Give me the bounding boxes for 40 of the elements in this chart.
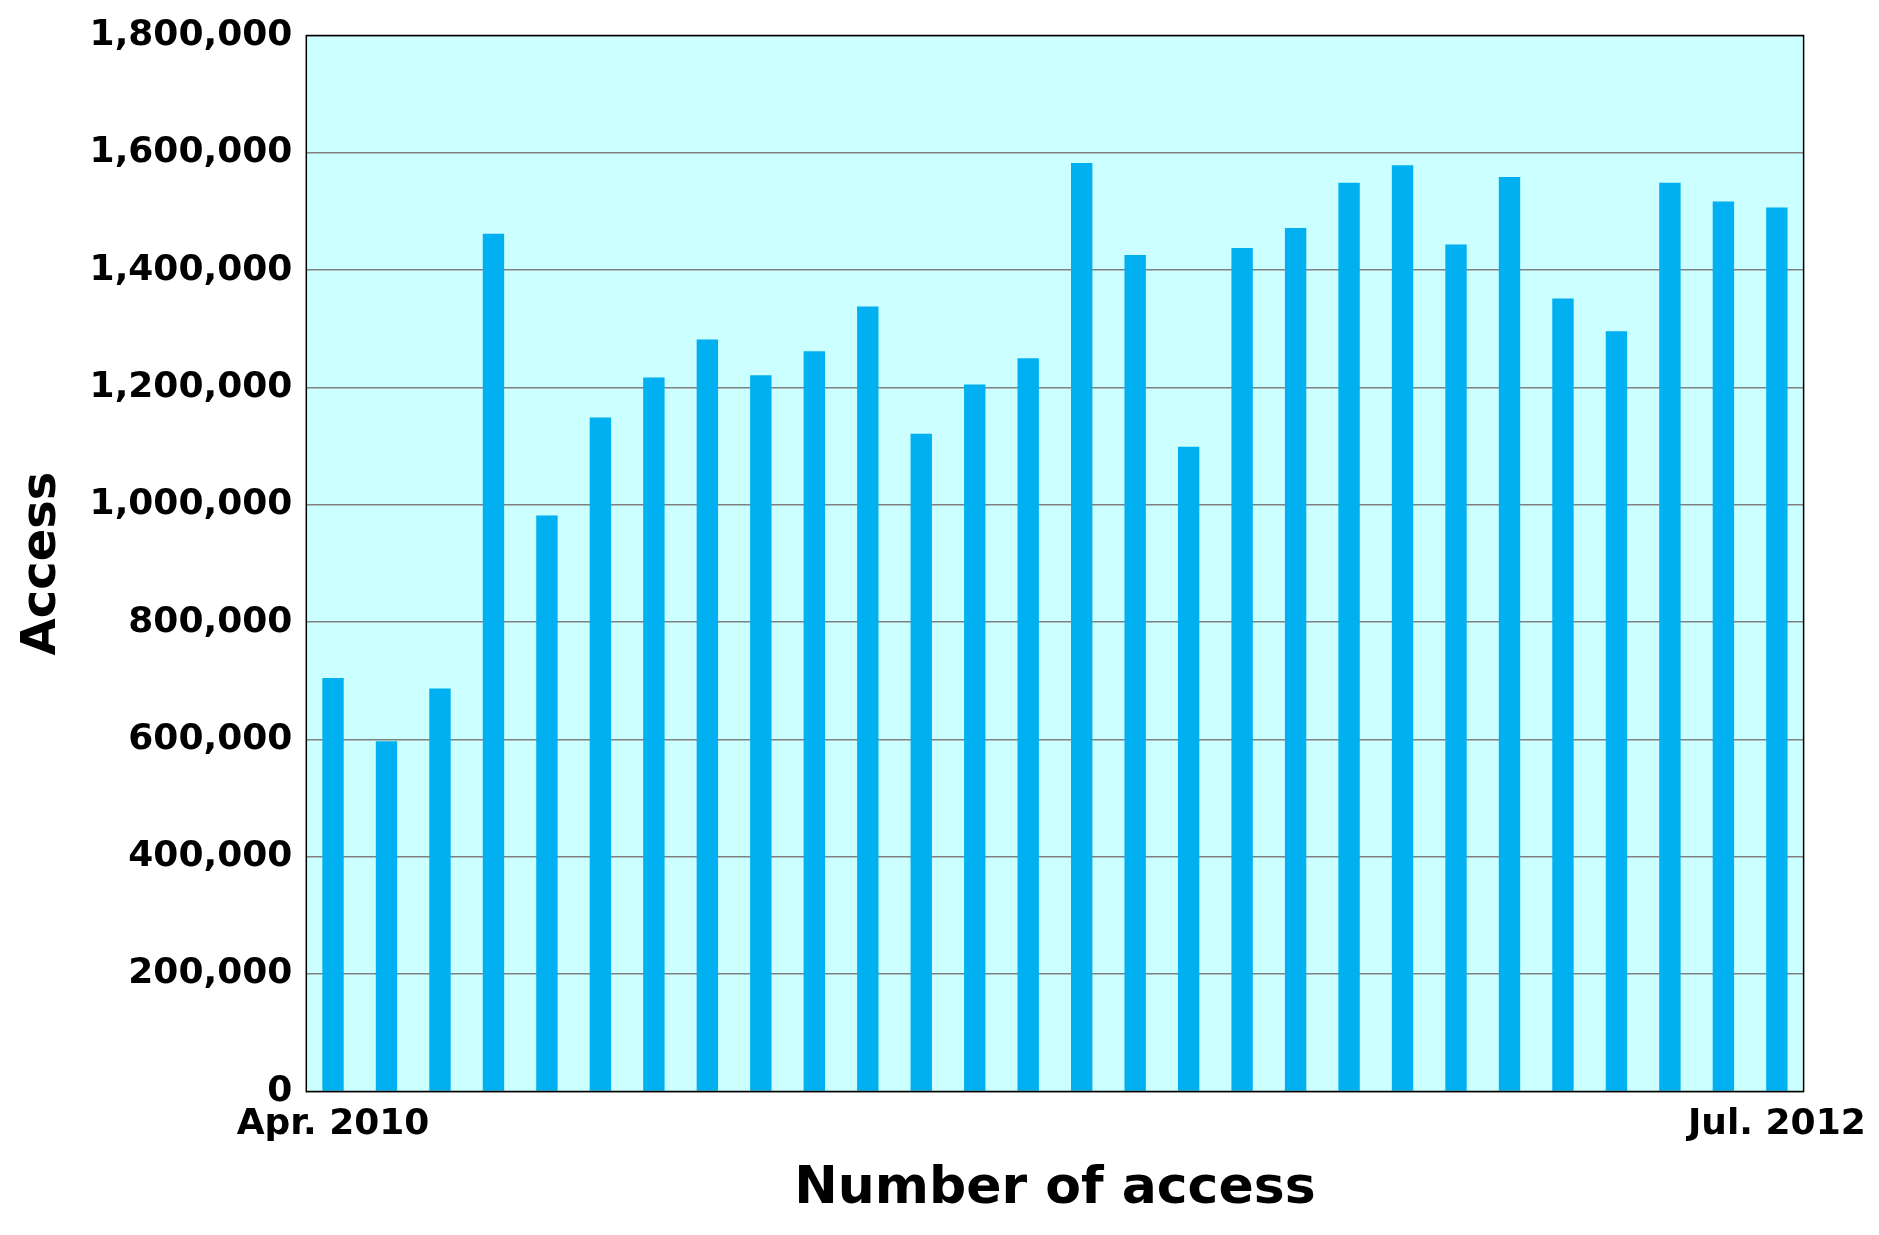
bar [643, 377, 665, 1091]
y-tick-label: 200,000 [128, 950, 293, 992]
y-tick-label: 1,400,000 [89, 246, 293, 288]
bar [750, 375, 772, 1091]
bar [910, 433, 932, 1091]
bar [1391, 165, 1414, 1091]
bar [589, 417, 612, 1091]
bar [1659, 182, 1681, 1091]
bar [322, 677, 344, 1091]
bar [1177, 446, 1200, 1091]
bar [1445, 244, 1467, 1091]
y-tick-label: 800,000 [128, 598, 293, 640]
bar [1498, 176, 1521, 1091]
bar [1552, 298, 1574, 1091]
bar [696, 339, 719, 1091]
y-axis-title: Access [10, 471, 67, 656]
bar [375, 741, 398, 1091]
bar [482, 233, 505, 1091]
y-tick-label: 1,200,000 [89, 363, 293, 405]
y-tick-label: 600,000 [128, 715, 293, 757]
bar [429, 688, 451, 1091]
bar [1712, 201, 1735, 1091]
y-tick-label: 1,600,000 [89, 129, 293, 171]
bar [536, 515, 558, 1091]
y-tick-label: 1,000,000 [89, 481, 293, 523]
bar [1605, 331, 1628, 1091]
bar [803, 351, 826, 1091]
bar [857, 306, 879, 1091]
bar [1338, 182, 1360, 1091]
bar [1284, 227, 1307, 1091]
bar [1070, 162, 1093, 1091]
bar [1766, 207, 1788, 1091]
y-tick-label: 1,800,000 [89, 11, 293, 53]
y-tick-label: 400,000 [128, 833, 293, 875]
x-axis-title: Number of access [794, 1155, 1316, 1216]
bar [1231, 247, 1253, 1091]
bar [1124, 254, 1146, 1091]
bar [964, 384, 986, 1091]
bar [1017, 358, 1039, 1091]
x-tick-label: Jul. 2012 [1684, 1101, 1866, 1143]
